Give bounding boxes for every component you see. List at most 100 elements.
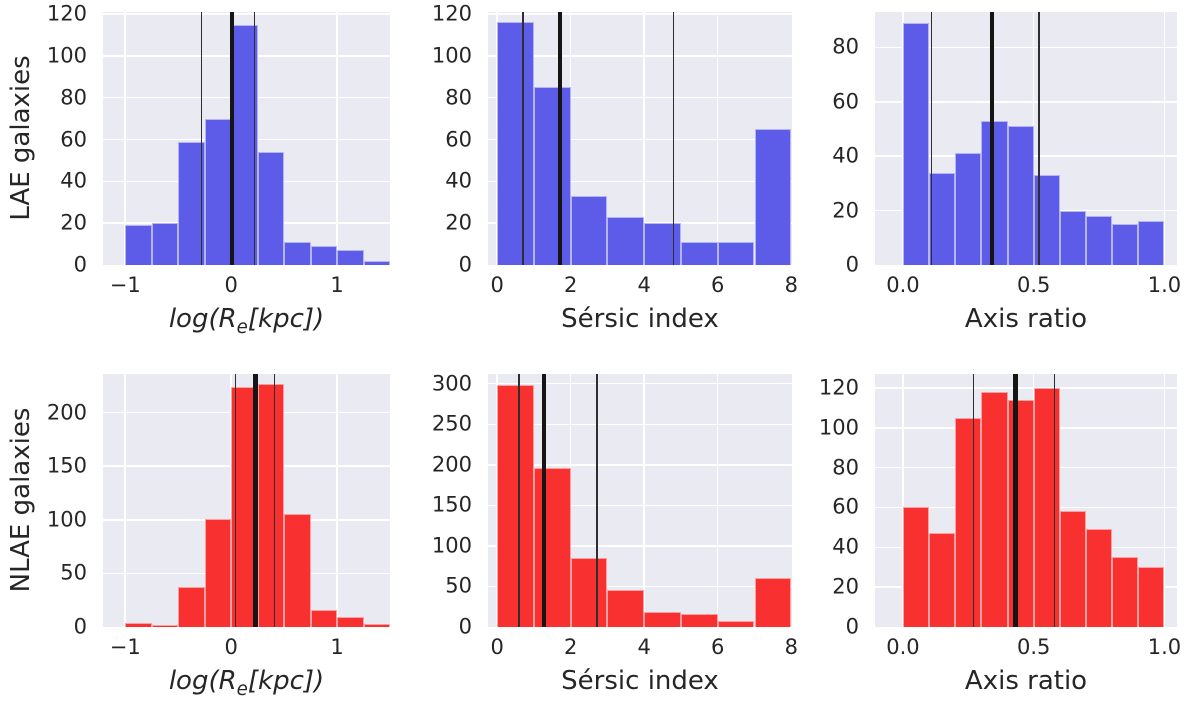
percentile-line [522,12,524,265]
y-tick-label: 100 [431,43,472,68]
x-tick-label: 0 [490,273,504,297]
histogram-bar [981,120,1008,265]
histogram-bar [284,514,311,627]
gridline-vertical [716,374,719,627]
gridline-horizontal [488,382,792,385]
median-line [253,374,258,627]
y-tick-label: 100 [46,507,87,532]
histogram-bar [1007,126,1034,265]
x-tick-label: 2 [564,273,578,297]
x-axis-label: Axis ratio [875,666,1177,697]
histogram-bar [257,383,285,627]
x-axis-label-part: Sérsic index [561,304,719,334]
y-tick-label: 120 [818,375,859,400]
y-tick-label: 50 [60,560,87,585]
x-axis-label-part: e [236,679,248,701]
gridline-vertical [643,12,645,265]
gridline-vertical [902,374,904,627]
y-tick-label: 150 [431,492,472,517]
gridline-vertical [643,374,645,627]
x-axis-label-part: Axis ratio [964,666,1088,696]
x-axis-label-part: [kpc]) [247,304,325,334]
histogram-bar [955,153,982,265]
histogram-bar [363,623,390,627]
histogram-bar [178,587,205,627]
x-tick-label: 1.0 [1147,635,1182,659]
histogram-bar [929,172,956,265]
x-tick-label: 4 [637,635,651,659]
histogram-bar [902,22,930,265]
histogram-bar [1033,387,1060,627]
x-axis-label: log(Re[kpc]) [103,304,390,339]
histogram-bar [1138,567,1165,627]
histogram-bar [717,620,755,627]
histogram-bar [929,533,956,627]
x-tick-label: 1 [330,635,344,659]
y-tick-label: 120 [431,1,472,26]
x-axis-label-part: log(R [168,666,237,696]
histogram-bar [754,577,792,627]
histogram-bar [570,558,608,627]
gridline-horizontal [488,55,792,57]
gridline-horizontal [875,101,1177,103]
x-tick-label: 0.0 [886,635,920,659]
x-tick-label: 0.5 [1017,273,1051,297]
percentile-line [234,374,237,627]
x-tick-label: 6 [711,273,725,297]
y-tick-label: 0 [845,614,859,639]
gridline-horizontal [488,13,792,15]
histogram-bar [1138,221,1165,265]
histogram-bar [497,385,534,627]
gridline-horizontal [488,96,792,99]
histogram-bar [1112,224,1139,265]
histogram-bar [257,152,285,265]
histogram-bar [955,417,982,627]
gridline-vertical [124,374,126,627]
y-tick-label: 300 [431,371,472,396]
gridline-vertical [1032,12,1035,265]
histogram-bar [533,468,571,627]
histogram-bar [1033,175,1060,265]
x-axis-label: log(Re[kpc]) [103,666,390,701]
x-tick-label: 0 [224,273,238,297]
median-line [229,12,235,265]
gridline-horizontal [488,545,792,547]
histogram-bar [151,624,179,627]
gridline-vertical [1163,12,1166,265]
y-tick-label: 0 [73,614,87,639]
percentile-line [253,12,256,265]
x-tick-label: 0 [490,635,504,659]
y-tick-label: 80 [832,34,859,59]
histogram-bar [125,622,152,627]
histogram-bar [754,129,792,265]
percentile-line [518,374,520,627]
y-tick-label: 20 [60,210,87,235]
y-tick-label: 40 [445,168,472,193]
median-line [541,374,547,627]
percentile-line [200,12,203,265]
y-tick-label: 40 [832,143,859,168]
x-tick-label: −1 [109,273,141,297]
histogram-bar [284,242,311,265]
histogram-bar [178,141,205,265]
gridline-vertical [569,374,572,627]
x-axis-label: Sérsic index [488,304,792,335]
x-tick-label: 0.0 [886,273,920,297]
y-tick-label: 120 [46,1,87,26]
y-tick-label: 60 [60,126,87,151]
gridline-horizontal [488,464,792,466]
percentile-line [1038,12,1040,265]
y-tick-label: 20 [832,198,859,223]
percentile-line [596,374,598,627]
histogram-bar [310,246,338,265]
y-tick-label: 60 [445,126,472,151]
y-tick-label: 20 [832,574,859,599]
percentile-line [273,374,276,627]
x-axis-label-part: [kpc]) [247,666,325,696]
histogram-bar [1059,511,1086,627]
gridline-horizontal [488,180,792,183]
histogram-bar [1086,529,1113,627]
